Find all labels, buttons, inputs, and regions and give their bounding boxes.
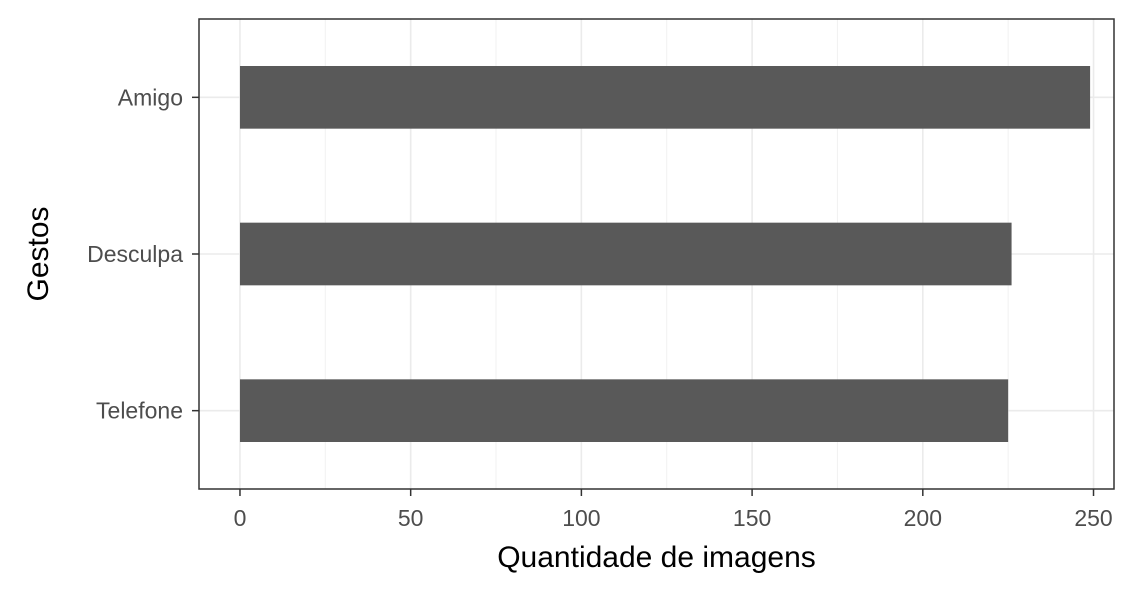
y-axis-title: Gestos [22,206,55,301]
bar-telefone [239,379,1009,442]
x-tick-label: 250 [1074,505,1112,531]
x-axis-title: Quantidade de imagens [497,541,816,574]
x-tick-label: 150 [733,505,771,531]
x-tick-label: 0 [234,505,247,531]
y-axis-ticks: Amigo Desculpa Telefone [87,84,199,424]
y-tick-label: Amigo [118,84,183,110]
x-tick-label: 50 [398,505,424,531]
bar-amigo [239,66,1091,129]
x-tick-label: 200 [904,505,942,531]
y-tick-label: Desculpa [87,241,183,267]
y-tick-label: Telefone [96,398,183,424]
bars [239,66,1091,442]
x-axis-ticks: 0 50 100 150 200 250 [234,489,1113,531]
x-tick-label: 100 [562,505,600,531]
bar-desculpa [239,222,1012,286]
